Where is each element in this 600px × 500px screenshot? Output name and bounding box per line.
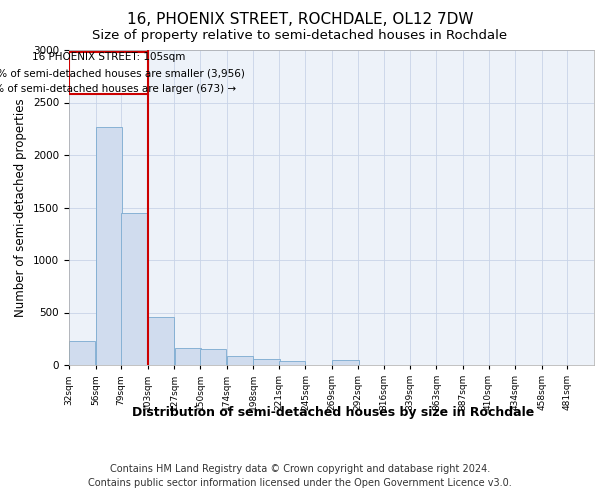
Bar	[253, 359, 280, 365]
Text: 16, PHOENIX STREET, ROCHDALE, OL12 7DW: 16, PHOENIX STREET, ROCHDALE, OL12 7DW	[127, 12, 473, 28]
Bar	[279, 361, 305, 365]
FancyBboxPatch shape	[69, 52, 148, 94]
Text: Contains HM Land Registry data © Crown copyright and database right 2024.
Contai: Contains HM Land Registry data © Crown c…	[88, 464, 512, 487]
Bar	[121, 213, 148, 365]
Bar	[69, 341, 95, 365]
Bar	[96, 126, 122, 365]
Text: 16 PHOENIX STREET: 105sqm
← 85% of semi-detached houses are smaller (3,956)
14% : 16 PHOENIX STREET: 105sqm ← 85% of semi-…	[0, 52, 245, 94]
Bar	[200, 349, 226, 365]
Text: Distribution of semi-detached houses by size in Rochdale: Distribution of semi-detached houses by …	[132, 406, 534, 419]
Text: Size of property relative to semi-detached houses in Rochdale: Size of property relative to semi-detach…	[92, 29, 508, 42]
Bar	[332, 360, 359, 365]
Bar	[227, 356, 253, 365]
Bar	[175, 348, 201, 365]
Bar	[148, 316, 174, 365]
Y-axis label: Number of semi-detached properties: Number of semi-detached properties	[14, 98, 28, 317]
